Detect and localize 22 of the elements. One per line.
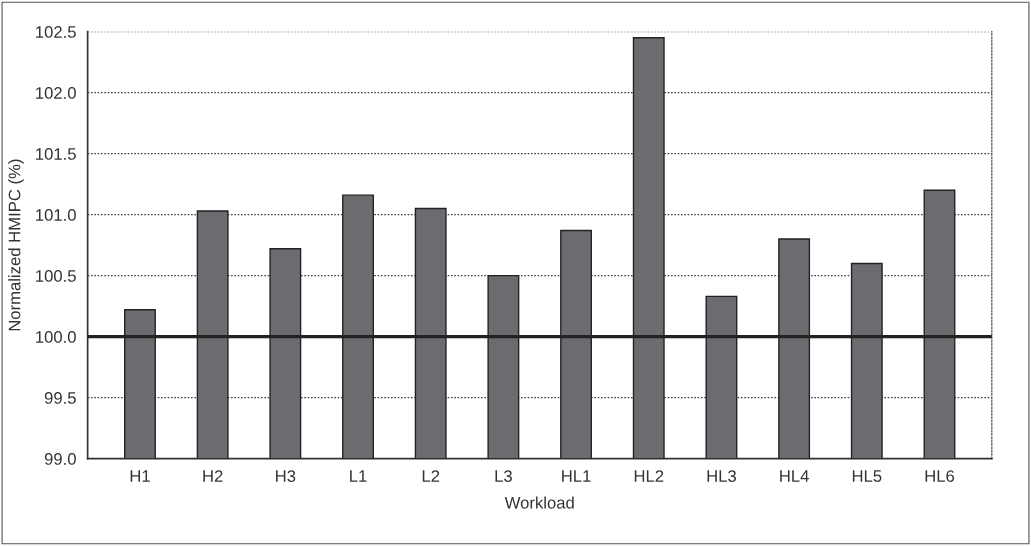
x-tick-label: L2 [422, 470, 440, 482]
x-tick-label: HL1 [562, 470, 591, 482]
y-tick-label: 100.5 [36, 270, 76, 282]
y-tick-label: 101.0 [36, 209, 76, 221]
y-tick-label: 101.5 [36, 148, 76, 160]
x-tick-label: L3 [495, 470, 512, 482]
x-tick-label: H1 [130, 470, 150, 482]
x-tick-label: HL5 [852, 470, 882, 482]
x-tick-label: L1 [350, 470, 367, 482]
y-tick-label: 102.5 [36, 26, 76, 38]
x-tick-label: H2 [203, 470, 223, 482]
x-tick-label: HL6 [925, 470, 955, 482]
x-tick-label: HL2 [634, 470, 664, 482]
y-tick-label: 99.5 [44, 392, 76, 404]
y-axis-title: Normalized HMIPC (%) [8, 159, 24, 331]
x-axis-title: Workload [504, 496, 574, 509]
y-tick-label: 99.0 [44, 453, 76, 465]
x-tick-label: H3 [276, 470, 296, 482]
x-tick-label: HL4 [780, 470, 809, 482]
y-tick-label: 102.0 [36, 87, 76, 99]
x-tick-label: HL3 [707, 470, 736, 482]
y-tick-label: 100.0 [36, 331, 76, 343]
